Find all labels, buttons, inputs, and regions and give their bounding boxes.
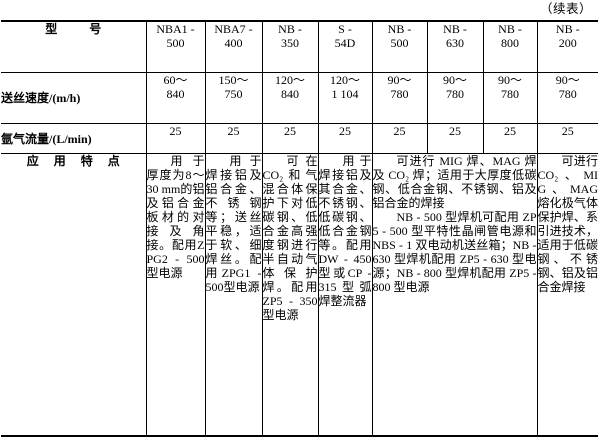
wire-feed-cell-1: 60～ 840 bbox=[145, 72, 206, 124]
value-line2: 840 bbox=[281, 87, 299, 101]
value-line2: 780 bbox=[390, 87, 409, 101]
model-line1: NB - bbox=[555, 22, 580, 36]
value-line2: 780 bbox=[501, 87, 519, 101]
wire-feed-cell-4: 120～ 1 104 bbox=[317, 72, 373, 124]
value-line1: 90～ bbox=[442, 73, 467, 87]
model-line1: NBA1 - bbox=[156, 22, 195, 36]
table-row-application: 应 用 特 点 用于厚度为8～30 mm的铝及铝合金板材的对接及角接。配用ZPG… bbox=[1, 153, 599, 437]
continuation-label: （续表） bbox=[539, 2, 592, 16]
model-line1: NB - bbox=[387, 22, 412, 36]
row-label-application: 应 用 特 点 bbox=[1, 153, 147, 437]
model-cell-2: NBA7 - 400 bbox=[204, 20, 263, 73]
application-text: 用于厚度为8～30 mm的铝及铝合金板材的对接及角接。配用ZPG2 - 500型… bbox=[146, 154, 205, 280]
model-cell-1: NBA1 - 500 bbox=[145, 20, 206, 73]
value-line1: 90～ bbox=[387, 73, 412, 87]
argon-flow-cell-7: 25 bbox=[482, 123, 538, 154]
value-line1: 150～ bbox=[218, 73, 249, 87]
model-line1: S - bbox=[338, 22, 352, 36]
application-text: 用于焊接铝及其合金、不锈钢、低碳钢、低合金钢等。配用DW - 450型或CP -… bbox=[318, 154, 372, 308]
model-line2: 400 bbox=[224, 36, 243, 50]
argon-flow-cell-4: 25 bbox=[317, 123, 373, 154]
spec-table: 型 号 NBA1 - 500 NBA7 - 400 NB - 350 S - 5… bbox=[1, 20, 598, 437]
model-line1: NB - bbox=[443, 22, 467, 36]
value-line1: 60～ bbox=[163, 73, 188, 87]
row-label-wire-feed-speed: 送丝速度/(m/h) bbox=[1, 72, 147, 124]
application-text-part1: 可进行 MIG 焊、MAG 焊及 CO₂ 焊；适用于大厚度低碳钢、低合金钢、不锈… bbox=[372, 154, 537, 210]
wire-feed-cell-6: 90～ 780 bbox=[426, 72, 484, 124]
value-line1: 90～ bbox=[497, 73, 522, 87]
model-cell-4: S - 54D bbox=[317, 20, 373, 73]
application-cell-4: 用于焊接铝及其合金、不锈钢、低碳钢、低合金钢等。配用DW - 450型或CP -… bbox=[317, 153, 373, 437]
model-cell-7: NB - 800 bbox=[482, 20, 538, 73]
value-line2: 840 bbox=[166, 87, 185, 101]
model-line1: NB - bbox=[498, 22, 522, 36]
value-line2: 780 bbox=[558, 87, 577, 101]
wire-feed-cell-5: 90～ 780 bbox=[371, 72, 428, 124]
argon-flow-cell-1: 25 bbox=[145, 123, 206, 154]
argon-flow-cell-5: 25 bbox=[371, 123, 428, 154]
table-row-argon-flow: 氩气流量/(L/min) 25 25 25 25 25 25 25 25 bbox=[1, 123, 598, 154]
value-line1: 120～ bbox=[274, 73, 305, 87]
wire-feed-cell-2: 150～ 750 bbox=[204, 72, 263, 124]
model-line2: 630 bbox=[446, 36, 464, 50]
application-text: 用于焊接铝及铝合金、不锈钢等；送丝平稳，适于软、细焊丝。配用ZPG1 - 500… bbox=[205, 154, 262, 294]
model-line2: 54D bbox=[334, 36, 356, 50]
application-text-part2: NB - 500 型焊机可配用 ZP5 - 500 型平特性晶闸管电源和 NBS… bbox=[372, 210, 537, 294]
model-line2: 200 bbox=[558, 36, 577, 50]
table-row-model-header: 型 号 NBA1 - 500 NBA7 - 400 NB - 350 S - 5… bbox=[1, 20, 598, 73]
model-cell-3: NB - 350 bbox=[261, 20, 319, 73]
application-cell-6: 可进行CO₂、MIG、MAG熔化极气体保护焊、系引进技术，适用于低碳钢、不锈钢、… bbox=[536, 153, 599, 437]
application-cell-merged: 可进行 MIG 焊、MAG 焊及 CO₂ 焊；适用于大厚度低碳钢、低合金钢、不锈… bbox=[371, 153, 538, 437]
application-cell-3: 可在CO₂和气混合体保护下对低碳钢、低合金高强度钢进行半自动气体保护焊。配用ZP… bbox=[261, 153, 319, 437]
model-line1: NBA7 - bbox=[214, 22, 253, 36]
application-text: 可在CO₂和气混合体保护下对低碳钢、低合金高强度钢进行半自动气体保护焊。配用ZP… bbox=[262, 154, 318, 322]
application-cell-1: 用于厚度为8～30 mm的铝及铝合金板材的对接及角接。配用ZPG2 - 500型… bbox=[145, 153, 206, 437]
value-line2: 780 bbox=[446, 87, 464, 101]
application-cell-2: 用于焊接铝及铝合金、不锈钢等；送丝平稳，适于软、细焊丝。配用ZPG1 - 500… bbox=[204, 153, 263, 437]
model-line2: 500 bbox=[166, 36, 185, 50]
application-text: 可进行CO₂、MIG、MAG熔化极气体保护焊、系引进技术，适用于低碳钢、不锈钢、… bbox=[537, 154, 599, 294]
wire-feed-cell-7: 90～ 780 bbox=[482, 72, 538, 124]
table-row-wire-feed-speed: 送丝速度/(m/h) 60～ 840 150～ 750 120～ 840 120… bbox=[1, 72, 598, 124]
argon-flow-cell-8: 25 bbox=[536, 123, 598, 154]
value-line2: 1 104 bbox=[331, 87, 359, 101]
row-label-argon-flow: 氩气流量/(L/min) bbox=[1, 123, 147, 154]
model-cell-5: NB - 500 bbox=[371, 20, 428, 73]
value-line1: 90～ bbox=[555, 73, 580, 87]
model-line2: 500 bbox=[390, 36, 409, 50]
model-line2: 800 bbox=[501, 36, 519, 50]
wire-feed-cell-3: 120～ 840 bbox=[261, 72, 319, 124]
value-line1: 120～ bbox=[329, 73, 360, 87]
argon-flow-cell-3: 25 bbox=[261, 123, 319, 154]
row-label-model: 型 号 bbox=[1, 20, 147, 73]
model-line1: NB - bbox=[278, 22, 302, 36]
model-line2: 350 bbox=[281, 36, 299, 50]
wire-feed-cell-8: 90～ 780 bbox=[536, 72, 598, 124]
argon-flow-cell-2: 25 bbox=[204, 123, 263, 154]
value-line2: 750 bbox=[224, 87, 243, 101]
model-cell-6: NB - 630 bbox=[426, 20, 484, 73]
argon-flow-cell-6: 25 bbox=[426, 123, 484, 154]
model-cell-8: NB - 200 bbox=[536, 20, 598, 73]
